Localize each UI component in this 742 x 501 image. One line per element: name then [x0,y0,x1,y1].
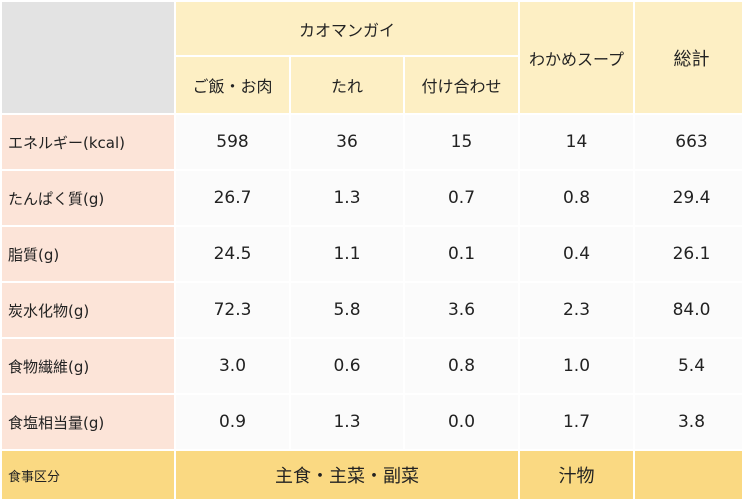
header-corner [2,2,174,113]
table-cell: 72.3 [176,283,289,337]
row-label: 脂質(g) [2,227,174,281]
header-sub-rice-meat: ご飯・お肉 [176,57,289,113]
row-label: 食塩相当量(g) [2,395,174,449]
table-cell: 0.0 [405,395,518,449]
table-cell: 15 [405,115,518,169]
footer-label: 食事区分 [2,451,174,499]
footer-total-category [635,451,742,499]
table-cell: 2.3 [520,283,633,337]
table-row: 炭水化物(g) 72.3 5.8 3.6 2.3 84.0 [2,283,742,337]
table-row: エネルギー(kcal) 598 36 15 14 663 [2,115,742,169]
table-cell: 84.0 [635,283,742,337]
footer-main-category: 主食・主菜・副菜 [176,451,518,499]
footer-soup-category: 汁物 [520,451,633,499]
table-cell: 0.9 [176,395,289,449]
row-label: 食物繊維(g) [2,339,174,393]
table-cell: 26.1 [635,227,742,281]
table-cell: 36 [291,115,403,169]
table-cell: 1.7 [520,395,633,449]
table-cell: 3.6 [405,283,518,337]
table-cell: 1.0 [520,339,633,393]
table-cell: 0.8 [520,171,633,225]
table-row: 食塩相当量(g) 0.9 1.3 0.0 1.7 3.8 [2,395,742,449]
table-cell: 1.3 [291,395,403,449]
table-cell: 1.3 [291,171,403,225]
table-cell: 1.1 [291,227,403,281]
header-sub-sauce: たれ [291,57,403,113]
row-label: たんぱく質(g) [2,171,174,225]
header-sub-side: 付け合わせ [405,57,518,113]
table-cell: 5.8 [291,283,403,337]
header-soup: わかめスープ [520,2,633,113]
table-cell: 3.8 [635,395,742,449]
table-cell: 5.4 [635,339,742,393]
table-row: 脂質(g) 24.5 1.1 0.1 0.4 26.1 [2,227,742,281]
table-cell: 3.0 [176,339,289,393]
table-cell: 0.1 [405,227,518,281]
table-cell: 0.6 [291,339,403,393]
table-cell: 14 [520,115,633,169]
header-total: 総計 [635,2,742,113]
table-cell: 29.4 [635,171,742,225]
table-cell: 0.7 [405,171,518,225]
table-cell: 26.7 [176,171,289,225]
table-row: 食物繊維(g) 3.0 0.6 0.8 1.0 5.4 [2,339,742,393]
row-label: エネルギー(kcal) [2,115,174,169]
table-cell: 0.4 [520,227,633,281]
table-cell: 0.8 [405,339,518,393]
table-cell: 598 [176,115,289,169]
table-cell: 24.5 [176,227,289,281]
header-group-title: カオマンガイ [176,2,518,55]
row-label: 炭水化物(g) [2,283,174,337]
footer-row: 食事区分 主食・主菜・副菜 汁物 [2,451,742,499]
table-cell: 663 [635,115,742,169]
table-row: たんぱく質(g) 26.7 1.3 0.7 0.8 29.4 [2,171,742,225]
